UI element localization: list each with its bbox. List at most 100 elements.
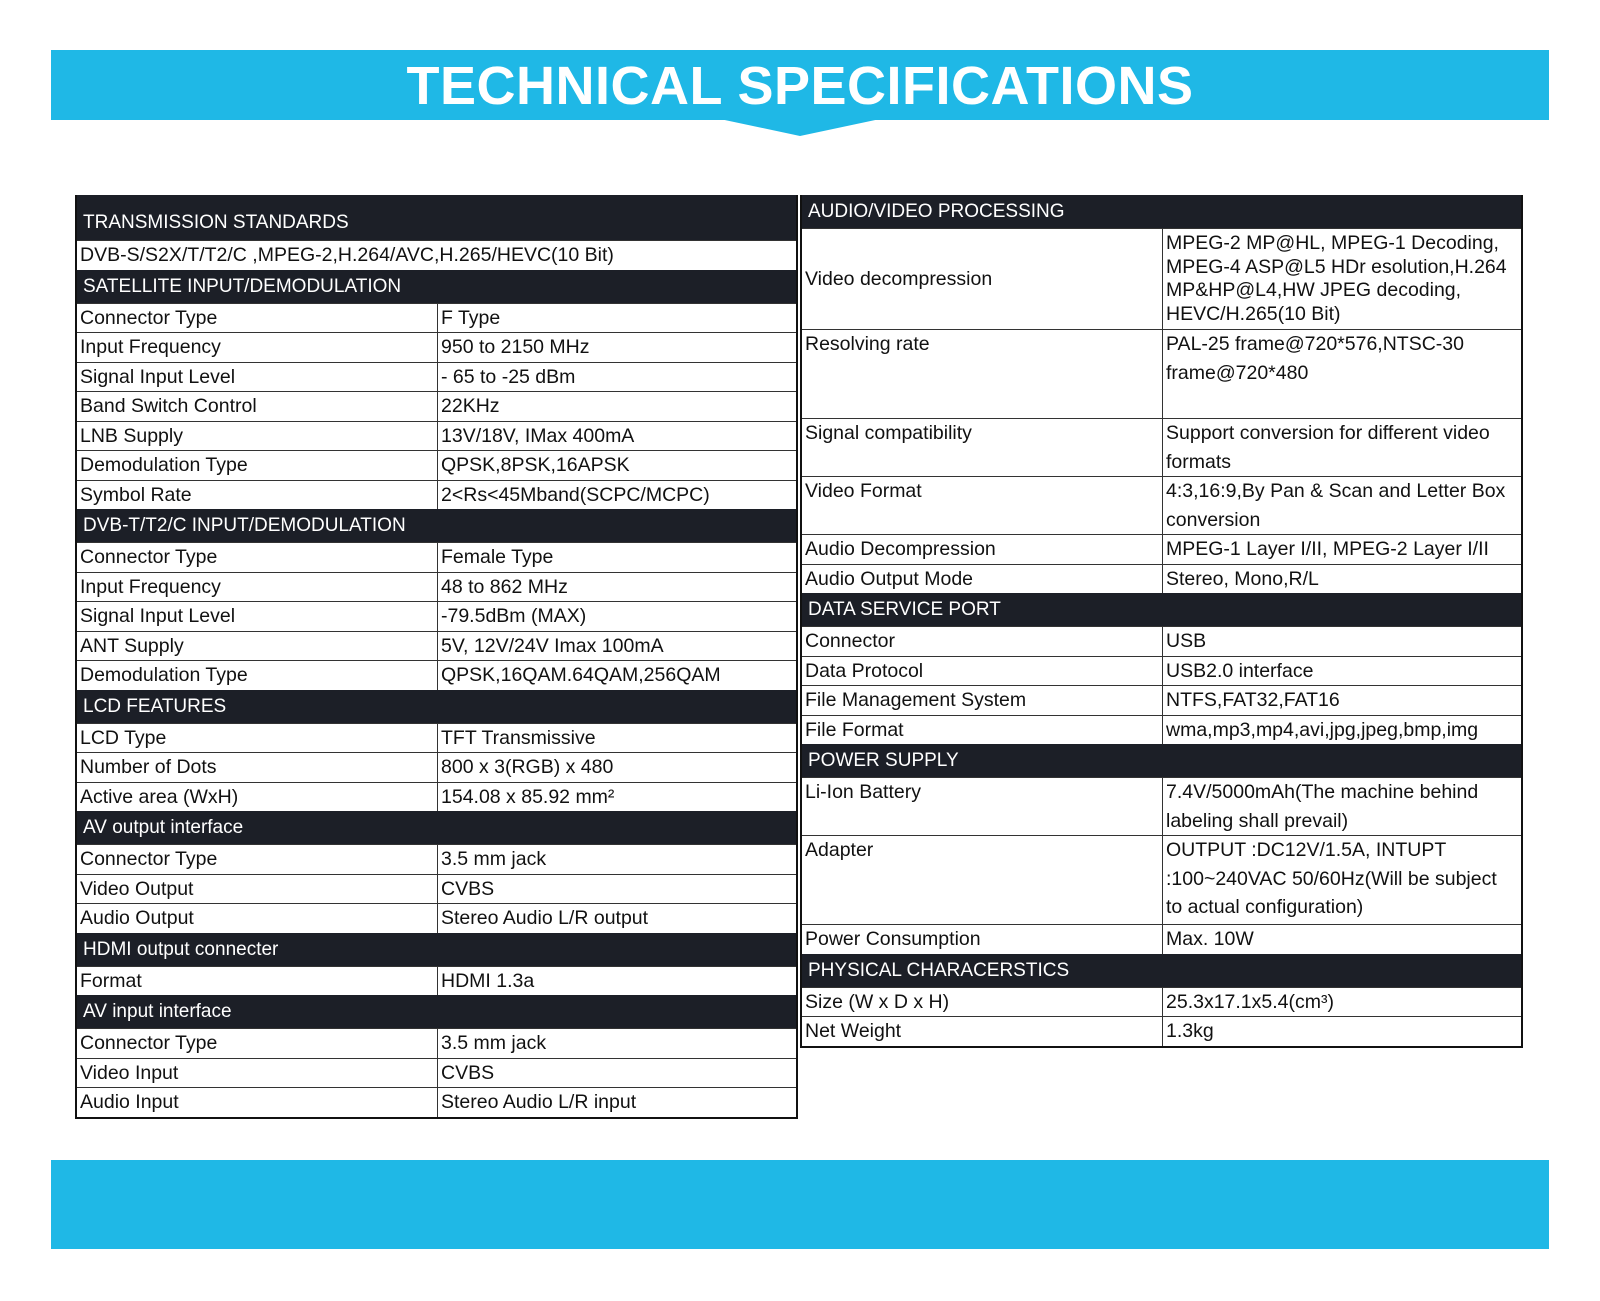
spec-label: Signal Input Level (77, 602, 438, 631)
spec-row: Number of Dots 800 x 3(RGB) x 480 (77, 752, 796, 782)
spec-row: Video Input CVBS (77, 1057, 796, 1087)
spec-value: wma,mp3,mp4,avi,jpg,jpeg,bmp,img (1166, 718, 1479, 741)
section-header: TRANSMISSION STANDARDS (77, 195, 796, 240)
spec-label: Connector Type (77, 303, 438, 332)
spec-label: Li-Ion Battery (802, 778, 1163, 835)
section-title: AV output interface (83, 817, 244, 838)
spec-value: - 65 to -25 dBm (441, 365, 576, 388)
spec-value: Female Type (441, 546, 554, 568)
spec-label: LCD Type (77, 723, 438, 752)
spec-row: Audio Output Mode Stereo, Mono,R/L (802, 563, 1521, 593)
section-title: AV input interface (83, 1001, 232, 1022)
spec-value: 1.3kg (1166, 1020, 1214, 1042)
spec-value: MPEG-1 Layer I/II, MPEG-2 Layer I/II (1166, 538, 1489, 560)
section-title: LCD FEATURES (83, 695, 227, 717)
spec-label: Band Switch Control (77, 392, 438, 421)
spec-row: ANT Supply 5V, 12V/24V Imax 100mA (77, 630, 796, 660)
section-header: AV output interface (77, 811, 796, 844)
spec-label: Size (W x D x H) (802, 987, 1163, 1016)
spec-label: Format (77, 966, 438, 995)
spec-label: Video Output (77, 874, 438, 903)
spec-row: Symbol Rate 2<Rs<45Mband(SCPC/MCPC) (77, 479, 796, 509)
spec-row: Signal Input Level - 65 to -25 dBm (77, 361, 796, 391)
spec-row: Connector Type 3.5 mm jack (77, 1028, 796, 1058)
spec-value: 22KHz (441, 395, 500, 417)
spec-label: Resolving rate (802, 330, 1163, 418)
spec-value: USB (1166, 630, 1207, 652)
spec-label: Audio Output Mode (802, 564, 1163, 593)
spec-row: Input Frequency 950 to 2150 MHz (77, 332, 796, 362)
spec-value: 154.08 x 85.92 mm² (441, 785, 615, 808)
spec-value: MPEG-2 MP@HL, MPEG-1 Decoding, MPEG-4 AS… (1166, 232, 1507, 325)
spec-value: 48 to 862 MHz (441, 575, 568, 598)
spec-value: 3.5 mm jack (441, 848, 547, 870)
spec-row: Signal compatibility Support conversion f… (802, 418, 1521, 476)
spec-label: Data Protocol (802, 656, 1163, 685)
spec-value: HDMI 1.3a (441, 969, 535, 992)
spec-label: Power Consumption (802, 925, 1163, 954)
spec-value: PAL-25 frame@720*576,NTSC-30 frame@720*4… (1166, 333, 1464, 384)
spec-label: Signal compatibility (802, 419, 1163, 476)
spec-value: Stereo, Mono,R/L (1166, 567, 1319, 590)
spec-row: Connector Type F Type (77, 302, 796, 332)
spec-value: 4:3,16:9,By Pan & Scan and Letter Box co… (1166, 480, 1506, 531)
spec-value: TFT Transmissive (441, 726, 596, 749)
spec-value: Stereo Audio L/R input (441, 1091, 637, 1113)
spec-label: Symbol Rate (77, 480, 438, 509)
spec-label: File Format (802, 715, 1163, 744)
spec-label: Audio Input (77, 1088, 438, 1117)
spec-label: Connector Type (77, 543, 438, 572)
spec-row: Audio Output Stereo Audio L/R output (77, 903, 796, 933)
spec-row: Band Switch Control 22KHz (77, 391, 796, 421)
spec-row: Video Output CVBS (77, 873, 796, 903)
spec-value: 800 x 3(RGB) x 480 (441, 756, 614, 778)
spec-row: DVB-S/S2X/T/T2/C ,MPEG-2,H.264/AVC,H.265… (77, 240, 796, 270)
spec-value: Max. 10W (1166, 928, 1254, 950)
spec-value: Support conversion for different video f… (1166, 422, 1490, 473)
spec-value: NTFS,FAT32,FAT16 (1166, 689, 1340, 711)
spec-label: Adapter (802, 836, 1163, 924)
spec-label: Input Frequency (77, 572, 438, 601)
spec-row: File Format wma,mp3,mp4,avi,jpg,jpeg,bmp,… (802, 714, 1521, 744)
spec-label: LNB Supply (77, 421, 438, 450)
section-header: AV input interface (77, 995, 796, 1028)
spec-value: 13V/18V, IMax 400mA (441, 424, 635, 447)
spec-row: Demodulation Type QPSK,16QAM.64QAM,256QAM (77, 660, 796, 690)
spec-label: Video decompression (802, 229, 1163, 329)
spec-table: TRANSMISSION STANDARDS DVB-S/S2X/T/T2/C ,… (75, 195, 798, 1119)
section-title: HDMI output connecter (83, 938, 279, 960)
spec-full: DVB-S/S2X/T/T2/C ,MPEG-2,H.264/AVC,H.265… (80, 244, 614, 266)
spec-row: Power Consumption Max. 10W (802, 924, 1521, 954)
header-band (51, 50, 1549, 120)
spec-row: Size (W x D x H) 25.3x17.1x5.4(cm³) (802, 986, 1521, 1016)
spec-label: Video Input (77, 1058, 438, 1087)
spec-row: Net Weight 1.3kg (802, 1016, 1521, 1046)
section-header: DATA SERVICE PORT (802, 593, 1521, 626)
spec-label: Net Weight (802, 1017, 1163, 1046)
spec-value: 7.4V/5000mAh(The machine behind labeling… (1166, 781, 1479, 832)
spec-row: LNB Supply 13V/18V, IMax 400mA (77, 420, 796, 450)
footer-band (51, 1160, 1549, 1249)
section-title: SATELLITE INPUT/DEMODULATION (83, 275, 402, 297)
spec-row: LCD Type TFT Transmissive (77, 722, 796, 752)
spec-value: 25.3x17.1x5.4(cm³) (1166, 990, 1334, 1013)
spec-value: QPSK,16QAM.64QAM,256QAM (441, 664, 721, 686)
section-header: PHYSICAL CHARACERSTICS (802, 953, 1521, 987)
section-title: AUDIO/VIDEO PROCESSING (808, 201, 1065, 222)
spec-label: Video Format (802, 477, 1163, 534)
section-title: PHYSICAL CHARACERSTICS (808, 959, 1070, 981)
section-header: AUDIO/VIDEO PROCESSING (802, 195, 1521, 228)
section-title: DATA SERVICE PORT (808, 599, 1001, 620)
spec-row: Signal Input Level -79.5dBm (MAX) (77, 601, 796, 631)
spec-row: Active area (WxH) 154.08 x 85.92 mm² (77, 781, 796, 811)
spec-row: Adapter OUTPUT :DC12V/1.5A, INTUPT :100~2… (802, 835, 1521, 924)
spec-row: Input Frequency 48 to 862 MHz (77, 571, 796, 601)
spec-value: -79.5dBm (MAX) (441, 605, 587, 627)
spec-row: Connector Type Female Type (77, 542, 796, 572)
spec-row: Resolving rate PAL-25 frame@720*576,NTSC-… (802, 329, 1521, 418)
spec-label: Number of Dots (77, 753, 438, 782)
chevron-shape (720, 119, 880, 136)
spec-label: Active area (WxH) (77, 782, 438, 811)
